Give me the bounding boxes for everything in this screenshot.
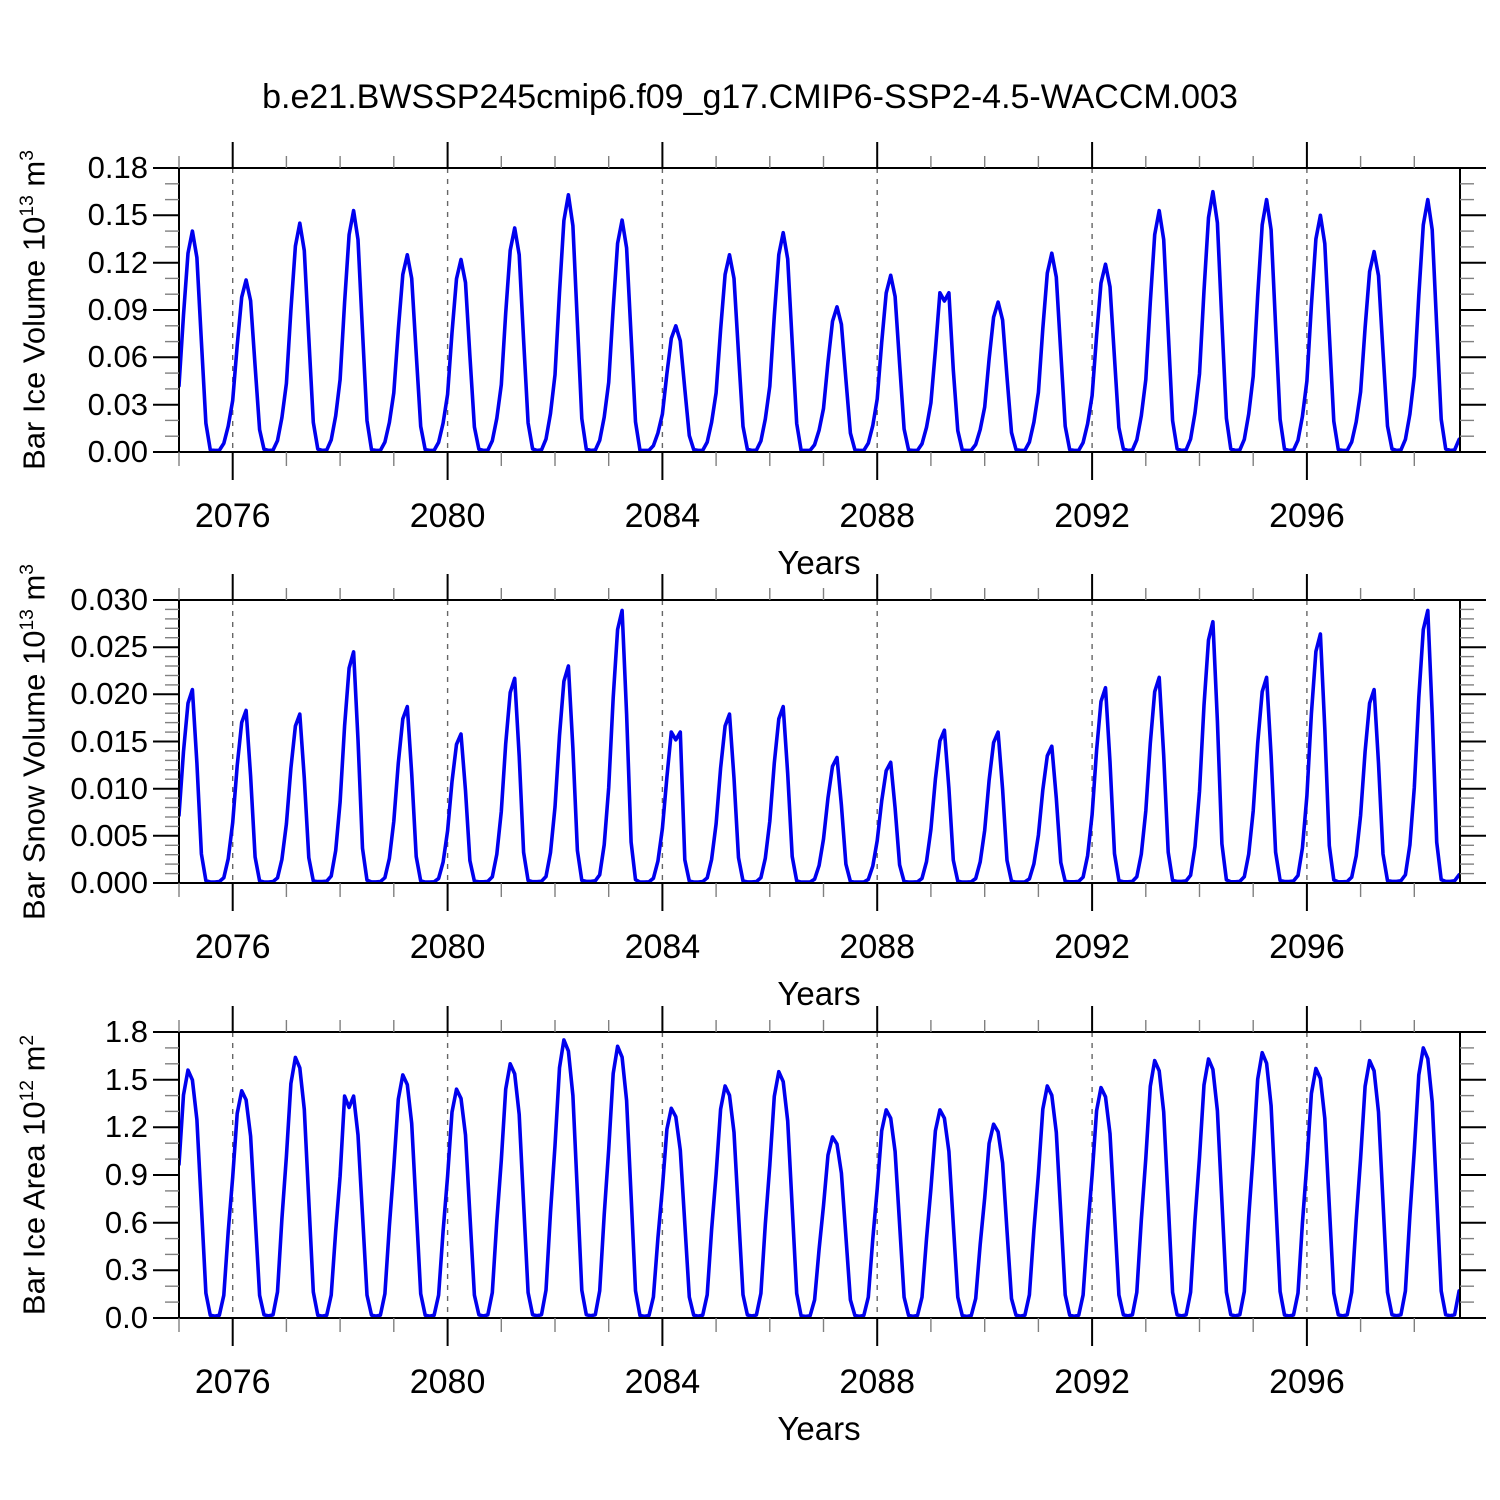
y-axis-title-exponent: 12 <box>17 1080 38 1102</box>
y-axis-title-unit-exponent: 3 <box>17 564 38 575</box>
y-tick-label: 0.15 <box>87 197 148 233</box>
x-tick-label: 2088 <box>839 1363 916 1401</box>
y-axis-title-unit: m <box>16 160 52 196</box>
y-tick-label: 0.005 <box>70 817 148 853</box>
y-tick-label: 0.12 <box>87 244 148 280</box>
x-tick-label: 2076 <box>194 928 271 966</box>
y-tick-label: 0.00 <box>87 434 148 469</box>
y-tick-label: 0.3 <box>104 1252 148 1288</box>
x-tick-label: 2084 <box>624 497 701 535</box>
y-tick-label: 0.010 <box>70 770 148 806</box>
y-tick-label: 0.06 <box>87 339 148 375</box>
y-tick-label: 0.09 <box>87 292 148 327</box>
x-tick-label: 2088 <box>839 497 916 535</box>
x-axis-title-panel2: Years <box>777 975 861 1012</box>
x-axis-title-panel3: Years <box>777 1410 861 1447</box>
plot-frame <box>178 599 1461 884</box>
y-tick-label: 1.8 <box>104 1014 148 1049</box>
y-axis-title-snow-volume: Bar Snow Volume 1013 m3 <box>6 492 52 992</box>
x-tick-label: 2076 <box>194 1363 271 1401</box>
x-tick-label: 2096 <box>1269 928 1345 966</box>
x-tick-label: 2092 <box>1054 497 1130 535</box>
y-tick-label: 0.020 <box>70 676 148 712</box>
y-axis-title-text: Bar Snow Volume 10 <box>16 630 52 921</box>
x-tick-label: 2096 <box>1269 1363 1345 1401</box>
y-axis-title-ice-volume: Bar Ice Volume 1013 m3 <box>6 60 52 560</box>
y-tick-label: 0.015 <box>70 723 148 759</box>
y-axis-title-unit-exponent: 3 <box>17 150 38 161</box>
y-tick-label: 1.2 <box>104 1109 148 1145</box>
x-axis-title-panel1: Years <box>777 544 861 581</box>
x-tick-label: 2080 <box>409 928 486 966</box>
y-tick-label: 0.18 <box>87 150 148 185</box>
x-tick-label: 2076 <box>194 497 271 535</box>
y-axis-title-unit: m <box>16 574 52 610</box>
y-axis-title-ice-area: Bar Ice Area 1012 m2 <box>6 925 52 1425</box>
x-tick-label: 2084 <box>624 1363 701 1401</box>
y-tick-label: 0.030 <box>70 582 148 617</box>
y-axis-title-text: Bar Ice Volume 10 <box>16 216 52 470</box>
x-tick-label: 2092 <box>1054 928 1130 966</box>
x-tick-label: 2092 <box>1054 1363 1130 1401</box>
y-axis-title-exponent: 13 <box>17 195 38 217</box>
x-tick-label: 2096 <box>1269 497 1345 535</box>
y-tick-label: 0.0 <box>104 1300 148 1335</box>
y-axis-title-text: Bar Ice Area 10 <box>16 1101 52 1316</box>
y-axis-title-exponent: 13 <box>17 609 38 631</box>
y-axis-title-unit: m <box>16 1045 52 1081</box>
x-tick-label: 2080 <box>409 1363 486 1401</box>
y-tick-label: 0.000 <box>70 865 148 900</box>
y-axis-title-unit-exponent: 2 <box>17 1034 38 1046</box>
series-line <box>179 189 1460 452</box>
x-tick-label: 2080 <box>409 497 486 535</box>
y-tick-label: 0.03 <box>87 386 148 422</box>
x-tick-label: 2088 <box>839 928 916 966</box>
y-tick-label: 0.9 <box>104 1157 148 1192</box>
series-line <box>179 1038 1460 1318</box>
y-tick-label: 0.025 <box>70 629 148 665</box>
y-tick-label: 1.5 <box>104 1061 148 1097</box>
series-line <box>179 608 1460 883</box>
chart-title: b.e21.BWSSP245cmip6.f09_g17.CMIP6-SSP2-4… <box>262 78 1238 116</box>
x-tick-label: 2084 <box>624 928 701 966</box>
y-tick-label: 0.6 <box>104 1204 148 1240</box>
